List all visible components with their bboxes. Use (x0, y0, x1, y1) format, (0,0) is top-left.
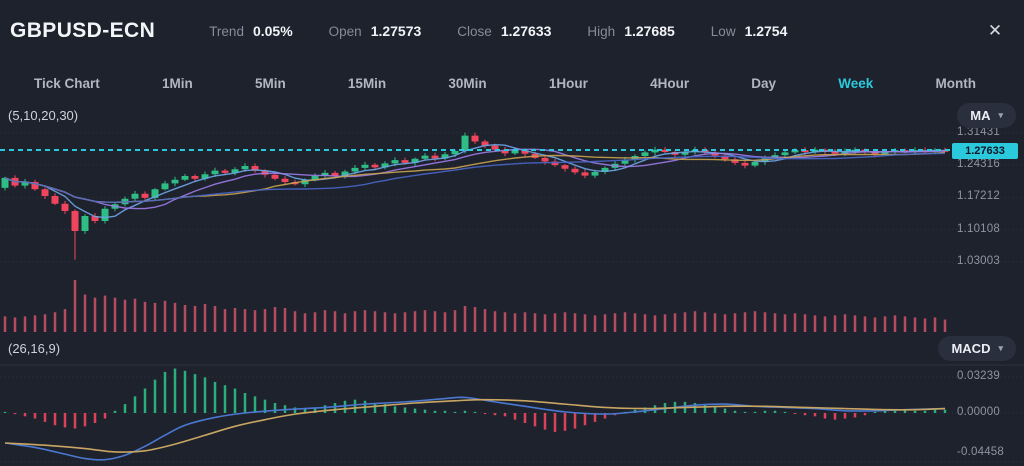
price-tick-label: 1.17212 (957, 190, 1000, 203)
tab-week[interactable]: Week (838, 76, 874, 91)
chart-header: GBPUSD-ECN Trend 0.05% Open 1.27573 Clos… (0, 0, 1024, 62)
ma-indicator-button[interactable]: MA ▾ (957, 103, 1016, 128)
ma-lines (4, 143, 946, 219)
chevron-down-icon: ▾ (998, 110, 1003, 120)
ma-line-30 (4, 152, 946, 203)
stat-close-value: 1.27633 (500, 23, 552, 39)
macd-tick-label: 0.03239 (957, 370, 1000, 382)
ma-params-label: (5,10,20,30) (8, 108, 79, 123)
stat-trend-value: 0.05% (252, 23, 293, 39)
tab-tick-chart[interactable]: Tick Chart (34, 76, 100, 91)
price-tick-label: 1.31431 (957, 125, 1000, 138)
stat-low: Low 1.2754 (711, 23, 788, 39)
symbol-title: GBPUSD-ECN (10, 19, 156, 42)
tab-day[interactable]: Day (751, 76, 777, 91)
macd-signal-line (4, 398, 946, 453)
stat-low-label: Low (710, 24, 736, 39)
chevron-down-icon: ▾ (998, 343, 1003, 353)
ohlc-stats: Trend 0.05% Open 1.27573 Close 1.27633 H… (209, 23, 787, 39)
tab-4hour[interactable]: 4Hour (650, 76, 690, 91)
macd-lines (4, 396, 946, 461)
stat-low-value: 1.2754 (744, 23, 788, 39)
stat-high-label: High (587, 24, 616, 39)
tab-1hour[interactable]: 1Hour (548, 76, 588, 91)
macd-indicator-button[interactable]: MACD ▾ (938, 336, 1016, 361)
price-tick-label: 1.10108 (957, 222, 1000, 235)
macd-params-label: (26,16,9) (8, 341, 61, 356)
stat-high-value: 1.27685 (624, 23, 675, 39)
tab-month[interactable]: Month (935, 76, 976, 91)
close-button[interactable]: ✕ (982, 18, 1008, 44)
volume-series (3, 280, 947, 332)
stat-trend-label: Trend (209, 24, 244, 39)
close-icon: ✕ (987, 21, 1003, 40)
gridlines (0, 132, 1024, 463)
stat-open: Open 1.27573 (329, 23, 422, 39)
tab-5min[interactable]: 5Min (254, 76, 286, 91)
stat-open-label: Open (328, 24, 362, 39)
tab-1min[interactable]: 1Min (161, 76, 193, 91)
stat-open-value: 1.27573 (370, 23, 422, 39)
tab-15min[interactable]: 15Min (347, 76, 387, 91)
price-tick-label: 1.03003 (957, 254, 1000, 267)
stat-close-label: Close (457, 24, 492, 39)
ma-button-label: MA (970, 108, 991, 123)
stat-high: High 1.27685 (587, 23, 674, 39)
macd-tick-label: -0.04458 (957, 446, 1004, 458)
stat-trend: Trend 0.05% (209, 23, 292, 39)
timeframe-tabs: Tick Chart 1Min 5Min 15Min 30Min 1Hour 4… (0, 62, 1024, 105)
candlestick-series (1, 132, 949, 260)
tab-30min[interactable]: 30Min (448, 76, 487, 91)
price-tick-label: 1.24316 (957, 158, 1000, 171)
last-price-tag: 1.27633 (952, 143, 1018, 159)
macd-button-label: MACD (951, 341, 991, 356)
stat-close: Close 1.27633 (457, 23, 551, 39)
macd-tick-label: 0.00000 (957, 406, 1000, 418)
